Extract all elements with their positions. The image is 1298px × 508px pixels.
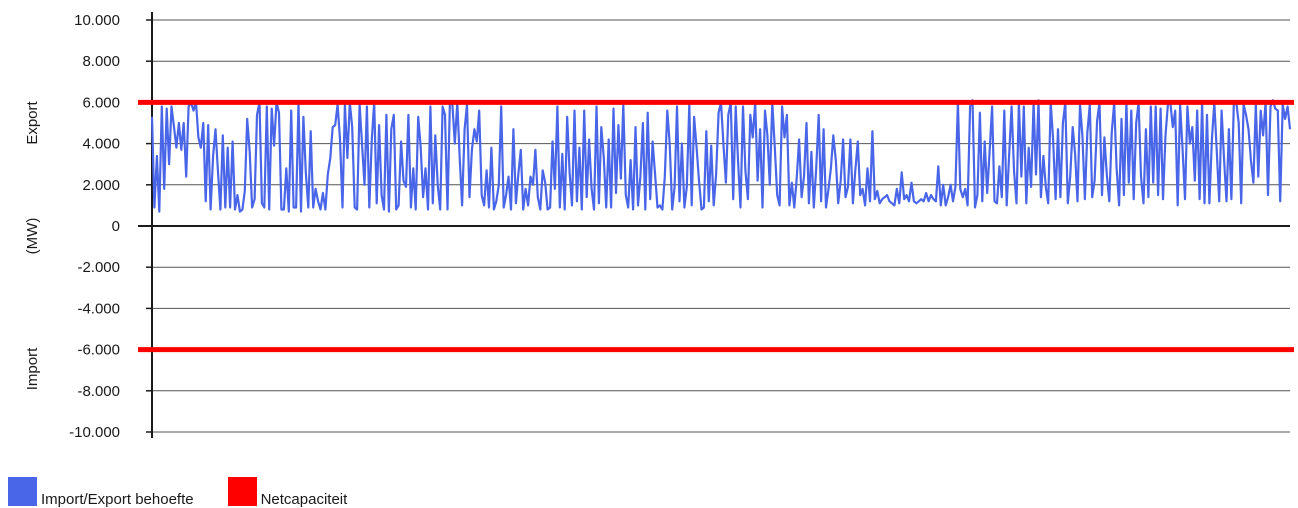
legend: Import/Export behoefte Netcapaciteit <box>8 476 381 508</box>
capacity-lines <box>138 99 1294 353</box>
export-label: Export <box>24 100 41 144</box>
legend-item-import-export: Import/Export behoefte <box>8 477 194 508</box>
y-tick-label: 0 <box>112 218 120 235</box>
axes <box>138 12 1290 438</box>
y-axis-unit-label: (MW) <box>24 218 41 255</box>
y-tick-label: 4.000 <box>82 136 120 153</box>
y-tick-label: -2.000 <box>77 259 120 276</box>
y-tick-label: 8.000 <box>82 53 120 70</box>
y-tick-label: 6.000 <box>82 94 120 111</box>
chart-svg: 10.000 8.000 6.000 4.000 2.000 0 -2.000 -4.000 -… <box>24 12 1294 441</box>
y-tick-label: -8.000 <box>77 383 120 400</box>
series-line-import-export <box>150 99 1292 213</box>
y-tick-label: 10.000 <box>74 12 120 29</box>
y-tick-label: 2.000 <box>82 177 120 194</box>
legend-label-netcapaciteit: Netcapaciteit <box>260 491 348 508</box>
legend-swatch-red <box>227 477 257 506</box>
legend-swatch-blue <box>8 477 37 506</box>
y-tick-label: -4.000 <box>77 300 120 317</box>
legend-item-netcapaciteit: Netcapaciteit <box>227 477 348 508</box>
series-layer <box>150 99 1292 213</box>
y-tick-label: -6.000 <box>77 342 120 359</box>
y-tick-labels: 10.000 8.000 6.000 4.000 2.000 0 -2.000 -4.000 -… <box>69 12 120 441</box>
legend-label-import-export: Import/Export behoefte <box>41 491 194 508</box>
y-tick-label: -10.000 <box>69 424 120 441</box>
import-label: Import <box>24 347 41 390</box>
